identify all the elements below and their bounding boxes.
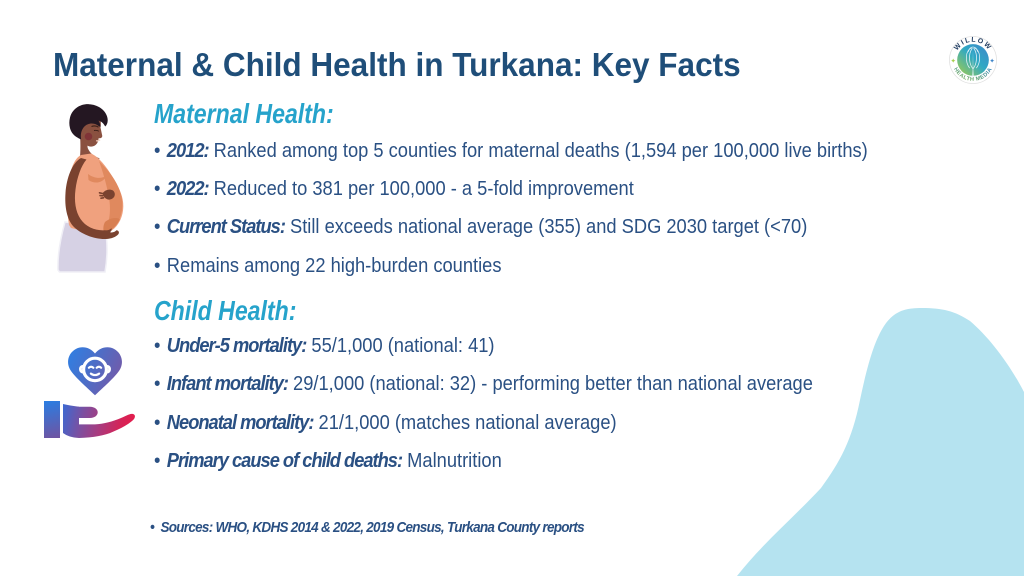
svg-text:✦: ✦ [950, 57, 956, 65]
svg-text:✦: ✦ [989, 57, 995, 65]
